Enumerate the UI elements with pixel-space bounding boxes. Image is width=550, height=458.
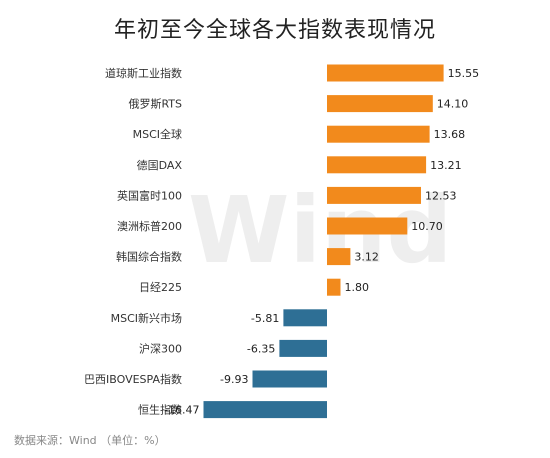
value-label-2: 13.68	[434, 128, 466, 141]
bar-9	[279, 339, 327, 357]
value-label-1: 14.10	[437, 98, 469, 111]
value-label-6: 3.12	[354, 251, 379, 264]
category-label-3: 德国DAX	[137, 158, 183, 172]
category-label-8: MSCI新兴市场	[111, 311, 182, 325]
category-label-10: 巴西IBOVESPA指数	[84, 372, 182, 386]
chart-title: 年初至今全球各大指数表现情况	[113, 18, 436, 43]
category-label-6: 韩国综合指数	[116, 250, 182, 264]
source-note: 数据来源：Wind （单位：%）	[14, 434, 166, 447]
value-label-8: -5.81	[251, 312, 279, 325]
bar-5	[327, 217, 408, 235]
value-label-0: 15.55	[448, 67, 480, 80]
category-label-0: 道琼斯工业指数	[105, 66, 182, 80]
bar-10	[252, 370, 327, 388]
category-label-4: 英国富时100	[117, 188, 182, 202]
category-label-9: 沪深300	[139, 341, 182, 355]
bar-3	[327, 156, 427, 174]
value-label-7: 1.80	[345, 281, 370, 294]
bar-11	[203, 401, 327, 419]
category-label-1: 俄罗斯RTS	[128, 98, 182, 111]
bar-4	[327, 186, 421, 204]
value-label-9: -6.35	[247, 342, 275, 355]
value-label-3: 13.21	[430, 159, 462, 172]
category-label-7: 日经225	[139, 281, 182, 294]
category-label-5: 澳洲标普200	[117, 219, 182, 233]
value-label-4: 12.53	[425, 189, 457, 202]
bar-8	[283, 309, 327, 327]
bar-7	[327, 278, 341, 296]
bar-6	[327, 248, 351, 266]
bar-0	[327, 64, 444, 82]
bar-1	[327, 95, 433, 113]
value-label-11: -16.47	[164, 404, 199, 417]
bar-2	[327, 125, 430, 143]
value-label-5: 10.70	[411, 220, 443, 233]
category-label-2: MSCI全球	[133, 127, 182, 141]
value-label-10: -9.93	[220, 373, 248, 386]
category-label-11: 恒生指数	[138, 403, 182, 417]
